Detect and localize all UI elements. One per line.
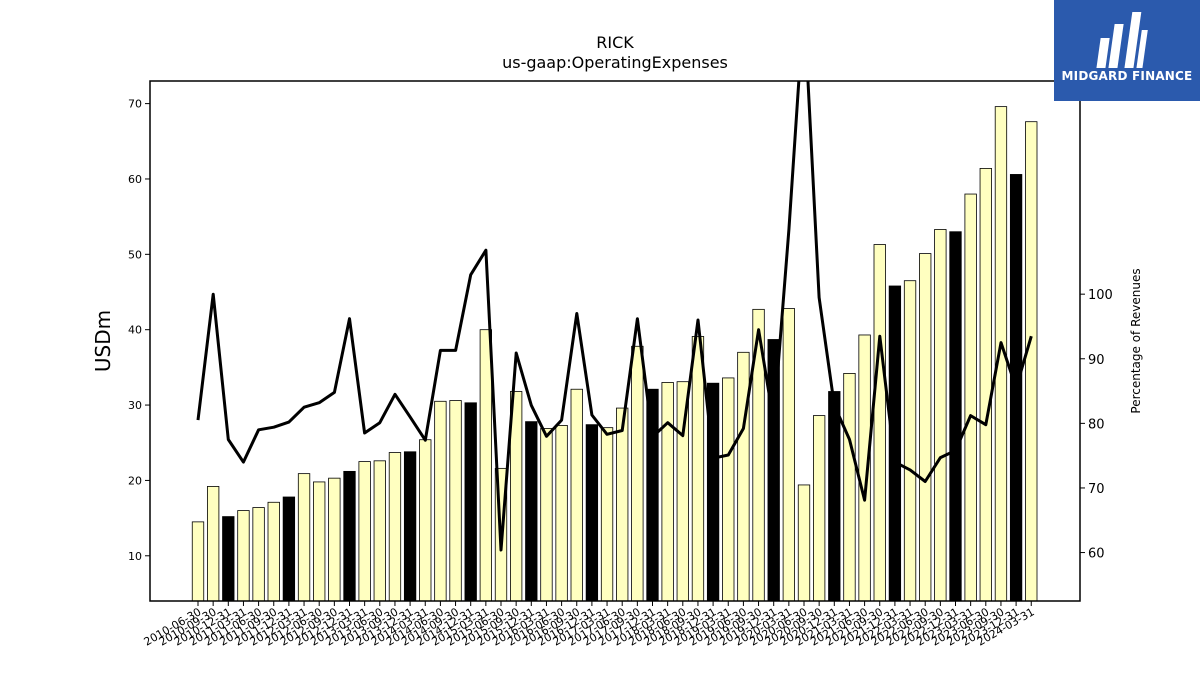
chart-subtitle: us-gaap:OperatingExpenses [502, 53, 728, 72]
plot-frame [149, 80, 1081, 602]
bar [403, 451, 417, 602]
y2-tick-label: 80 [1088, 417, 1105, 432]
bar [206, 486, 220, 602]
y2-tick-label: 70 [1088, 482, 1105, 497]
bar-series [191, 106, 1038, 602]
y-tick-label: 50 [128, 248, 142, 261]
bar [343, 470, 356, 602]
bar [419, 439, 432, 602]
bar [479, 329, 493, 602]
y-tick-label: 20 [128, 474, 142, 487]
bar [813, 415, 826, 602]
bar [722, 377, 735, 602]
brand-logo: MIDGARD FINANCE [1054, 0, 1200, 101]
bar [555, 425, 568, 602]
bar [237, 510, 250, 602]
bar [873, 244, 886, 602]
bar [282, 496, 296, 602]
bar [297, 473, 311, 602]
y-axis-label: USDm [91, 310, 115, 372]
y2-axis-label: Percentage of Revenues [1129, 268, 1143, 413]
bar [328, 477, 341, 602]
y2-tick-label: 90 [1088, 353, 1105, 368]
bar [434, 400, 447, 602]
bar [949, 231, 962, 602]
y-tick-label: 60 [128, 173, 142, 186]
x-axis: 2010-06-302010-09-302010-12-312011-03-31… [142, 601, 1037, 649]
bar [828, 391, 841, 602]
y-tick-label: 10 [128, 550, 142, 563]
bar [691, 336, 705, 602]
bar [979, 168, 992, 602]
y2-tick-label: 60 [1088, 547, 1105, 562]
bar [585, 424, 599, 602]
bar [934, 229, 947, 602]
bar [222, 516, 235, 602]
bar [646, 388, 659, 602]
bar [782, 308, 795, 602]
bar [525, 421, 538, 602]
bar [631, 345, 644, 602]
right-axis: 60 70 80 90 100 [1080, 288, 1113, 562]
bar [843, 373, 856, 602]
logo-text: MIDGARD FINANCE [1061, 69, 1193, 83]
bar [358, 461, 371, 602]
bar [919, 253, 932, 602]
y-tick-label: 70 [128, 98, 142, 111]
bar [373, 460, 386, 602]
bar [540, 428, 553, 602]
bar [737, 351, 750, 602]
bar [903, 280, 917, 602]
bar [1025, 121, 1038, 602]
bar [313, 481, 326, 602]
y2-tick-label: 100 [1088, 288, 1113, 303]
left-axis: 10 20 30 40 50 60 70 [128, 98, 150, 563]
bar [600, 427, 614, 602]
logo-mark-icon [1096, 12, 1148, 68]
y-tick-label: 30 [128, 399, 142, 412]
percentage-line [196, 81, 1033, 552]
bar [252, 507, 265, 602]
bar [616, 407, 629, 602]
bar [449, 400, 462, 602]
line-series [196, 81, 1033, 552]
bar [888, 285, 902, 602]
bar [464, 402, 477, 602]
bar [661, 382, 674, 602]
bar [964, 193, 977, 602]
bar [570, 388, 583, 602]
bar [267, 501, 280, 602]
chart-title: RICK [596, 33, 634, 52]
y-tick-label: 40 [128, 324, 142, 337]
bar [797, 484, 811, 602]
bar [191, 521, 205, 602]
bar [388, 452, 402, 602]
